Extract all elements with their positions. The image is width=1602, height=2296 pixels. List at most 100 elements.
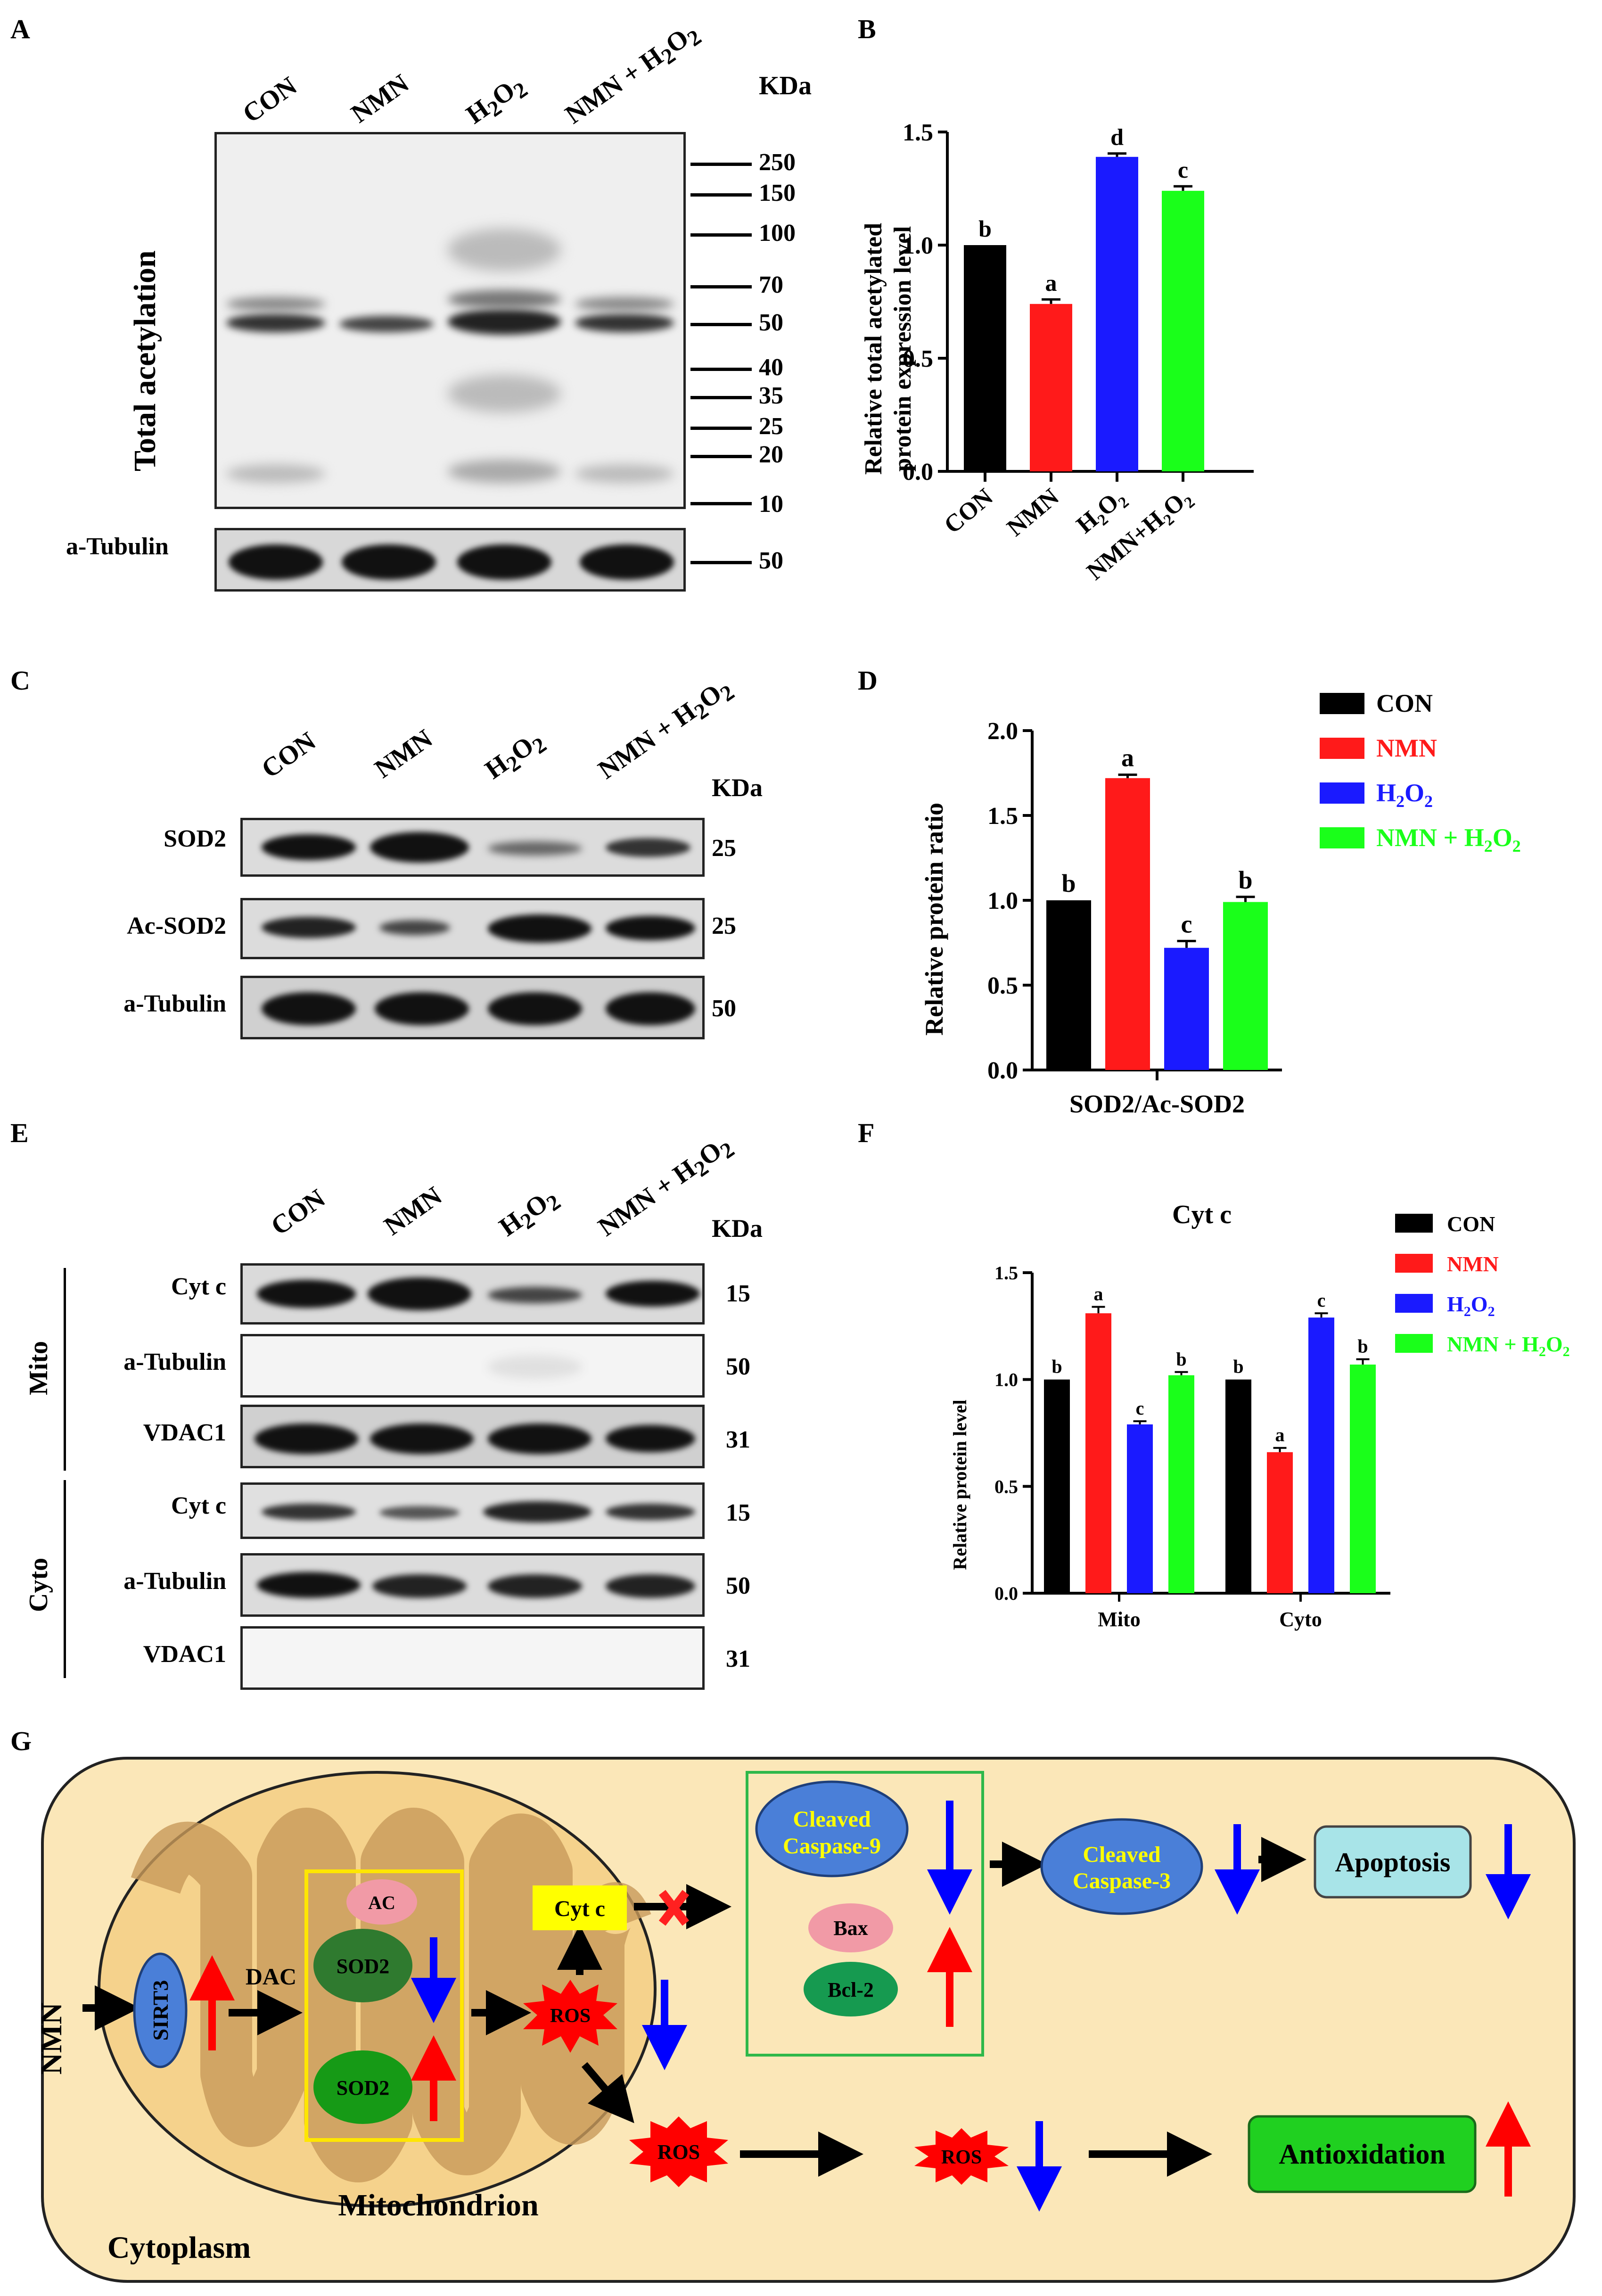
significance-letter: b (1357, 1336, 1368, 1357)
bar (1168, 1375, 1194, 1593)
bax-node (808, 1903, 893, 1952)
ac-sod2-blot (240, 898, 705, 959)
x-axis-label: SOD2/Ac-SOD2 (1069, 1090, 1245, 1118)
bar (1267, 1452, 1293, 1593)
lane-label-nmn-h2o2: NMN + H2O2 (593, 678, 739, 785)
y-tick-label: 0.0 (903, 459, 933, 486)
legend-label: CON (1376, 693, 1433, 717)
caspase3-label-line1: Cleaved (1083, 1842, 1161, 1867)
acetylated-sod2-node (313, 1929, 412, 2002)
chart-f: Cyt c Relative protein level 0.0 0.5 1.0 1.… (949, 1200, 1570, 1631)
legend-label: NMN (1447, 1252, 1499, 1276)
total-acetylation-blot (214, 132, 686, 509)
bar (1223, 902, 1268, 1070)
panel-c-row-mw: 25 (712, 835, 736, 862)
panel-e-row-label: a-Tubulin (123, 1568, 226, 1595)
significance-letter: d (1110, 124, 1124, 150)
panel-e-row-mw: 31 (726, 1646, 750, 1672)
cyto-cytc-blot (240, 1482, 705, 1539)
chart-d-legend: CON NMN H2O2 NMN + H2O2 (1320, 693, 1521, 856)
significance-letter: b (1233, 1356, 1243, 1377)
kda-label-a: KDa (759, 71, 812, 100)
caspase9-box (746, 1771, 984, 2057)
mito-group-label: Mito (24, 1341, 53, 1395)
caspase9-label-line2: Caspase-9 (783, 1834, 881, 1859)
panel-a-tubulin-mw: 50 (759, 547, 783, 574)
y-tick-label: 1.0 (994, 1369, 1018, 1391)
bar (1044, 1379, 1070, 1593)
bar (1127, 1424, 1153, 1593)
bcl2-node (804, 1962, 898, 2016)
sod2-blot (240, 818, 705, 877)
kda-label-c: KDa (712, 774, 763, 802)
significance-letter: b (1176, 1349, 1186, 1370)
lane-label-h2o2: H2O2 (461, 75, 533, 130)
lane-label-con: CON (256, 726, 321, 784)
ros-label: ROS (941, 2147, 982, 2168)
panel-a-ylabel: Total acetylation (128, 250, 162, 471)
cytc-label: Cyt c (554, 1896, 605, 1921)
x-tick-label: Cyto (1279, 1608, 1322, 1631)
panel-e-row-mw: 15 (726, 1499, 750, 1526)
nmn-label: NMN (34, 2003, 68, 2075)
panel-label-f: F (858, 1118, 875, 1148)
significance-letter: b (978, 215, 992, 242)
panel-c-row-label: Ac-SOD2 (127, 913, 226, 939)
panel-label-b: B (858, 14, 876, 44)
panel-e-row-mw: 31 (726, 1426, 750, 1453)
ros-burst-cyto (629, 2116, 728, 2187)
chart-b-ylabel: Relative total acetylatedprotein express… (860, 223, 916, 475)
lane-label-h2o2: H2O2 (480, 731, 551, 785)
panel-c-row-label: SOD2 (164, 825, 226, 852)
ros-burst-mito (523, 1980, 617, 2053)
apoptosis-label: Apoptosis (1335, 1847, 1451, 1877)
y-tick-label: 1.5 (987, 803, 1018, 830)
y-tick-label: 1.0 (987, 888, 1018, 914)
panel-e-row-label: a-Tubulin (123, 1349, 226, 1375)
lane-label-h2o2: H2O2 (494, 1188, 566, 1243)
sirt3-label: SIRT3 (148, 1980, 173, 2041)
bar (1162, 190, 1204, 471)
chart-d-ylabel: Relative protein ratio (920, 803, 948, 1036)
panel-label-c: C (10, 665, 30, 696)
cyto-bracket (64, 1480, 66, 1678)
tick-label: NMN (1002, 484, 1064, 542)
significance-letter: a (1275, 1424, 1285, 1446)
panel-a-tubulin-label: a-Tubulin (66, 533, 169, 560)
ros-label: ROS (550, 2005, 591, 2027)
panel-a-tubulin-blot (214, 528, 686, 592)
bar (1350, 1364, 1376, 1593)
mito-bracket (64, 1268, 66, 1471)
significance-letter: a (1045, 270, 1057, 296)
y-tick-label: 1.0 (903, 232, 933, 259)
bar (1164, 947, 1209, 1070)
sod2-box (304, 1869, 464, 2142)
cytoplasm-label: Cytoplasm (107, 2230, 251, 2265)
significance-letter: c (1136, 1398, 1144, 1419)
antioxidation-node (1248, 2115, 1477, 2193)
panel-e-row-label: VDAC1 (143, 1641, 226, 1668)
chart-f-legend: CON NMN H2O2 NMN + H2O2 (1395, 1212, 1570, 1359)
significance-letter: a (1121, 744, 1134, 772)
y-tick-label: 1.5 (903, 119, 933, 146)
chart-d: Relative protein ratio 0.0 0.5 1.0 1.5 2.0 b a… (920, 693, 1521, 1118)
kda-label-e: KDa (712, 1214, 763, 1243)
cytc-node (533, 1885, 627, 1930)
caspase3-label-line2: Caspase-3 (1073, 1868, 1171, 1893)
mitochondrion-label: Mitochondrion (338, 2188, 538, 2222)
panel-label-e: E (10, 1118, 29, 1148)
chart-f-title: Cyt c (1172, 1200, 1232, 1229)
antioxidation-label: Antioxidation (1279, 2139, 1445, 2170)
y-tick-label: 0.0 (994, 1583, 1018, 1604)
panel-e-row-mw: 15 (726, 1280, 750, 1307)
legend-label: NMN (1376, 734, 1437, 762)
sod2-label: SOD2 (337, 2076, 389, 2099)
mito-cytc-blot (240, 1263, 705, 1325)
significance-letter: c (1178, 156, 1188, 183)
sod2-node (313, 2050, 412, 2124)
ros-label: ROS (657, 2140, 700, 2164)
bar (1046, 900, 1091, 1070)
panel-label-d: D (858, 665, 878, 696)
cyto-group-label: Cyto (24, 1557, 53, 1612)
panel-label-a: A (10, 14, 30, 44)
